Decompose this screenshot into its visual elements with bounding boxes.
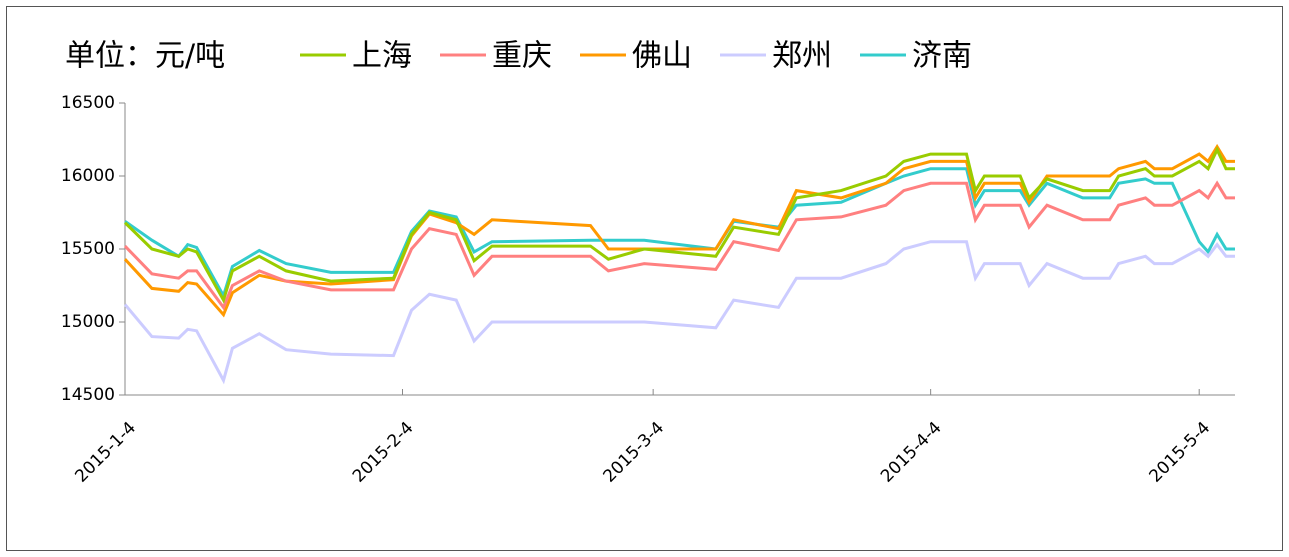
legend-label: 佛山 [632,39,692,74]
legend-label: 重庆 [492,39,552,74]
series-line [123,180,1235,311]
unit-label: 单位：元/吨 [65,39,225,74]
y-tick-label: 15000 [61,312,115,332]
y-tick-label: 16500 [61,93,115,113]
y-tick-label: 14500 [61,385,115,405]
series-line [123,143,1235,318]
chart-border [6,6,1283,551]
legend-label: 郑州 [772,39,832,74]
series-line [123,240,1235,385]
y-tick-label: 15500 [61,239,115,259]
legend-label: 济南 [912,39,972,74]
series-line [123,146,1235,304]
legend-label: 上海 [352,39,412,74]
y-tick-label: 16000 [61,166,115,186]
